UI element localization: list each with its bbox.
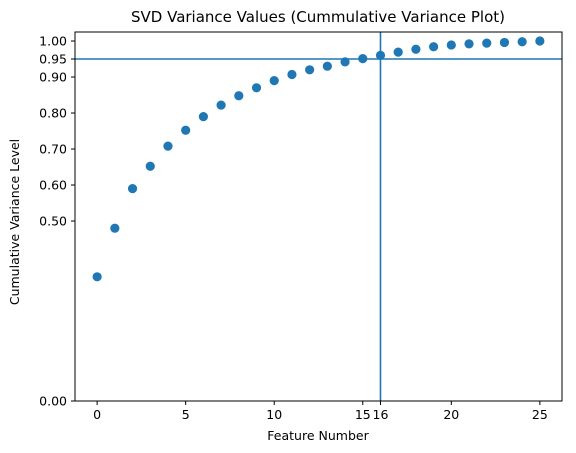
data-point	[92, 272, 102, 282]
y-tick-label: 0.70	[39, 142, 67, 157]
y-axis-label: Cumulative Variance Level	[7, 139, 22, 305]
y-tick-label: 0.90	[39, 70, 67, 85]
data-point	[127, 184, 138, 194]
data-point	[393, 47, 403, 57]
x-tick-label: 5	[182, 407, 190, 422]
data-point	[482, 38, 492, 48]
data-point	[234, 91, 244, 101]
data-point	[216, 100, 226, 110]
data-point	[181, 125, 191, 135]
y-tick-label: 0.50	[39, 214, 67, 229]
x-tick-label: 15	[355, 407, 371, 422]
y-tick-label: 0.80	[39, 106, 67, 121]
x-tick-label: 16	[373, 407, 389, 422]
x-tick-label: 20	[443, 407, 459, 422]
data-point	[251, 83, 262, 93]
chart-title: SVD Variance Values (Cummulative Varianc…	[131, 8, 505, 26]
y-tick-label: 0.60	[39, 178, 67, 193]
y-tick-label: 0.95	[39, 52, 67, 67]
data-point	[517, 37, 527, 47]
data-point	[110, 223, 120, 233]
data-point	[287, 69, 297, 80]
data-point	[163, 141, 173, 151]
plot-area: 0 5 10 15 16 20 25 0.00 0.50 0.60 0.70 0.80 0.90 0.95…	[39, 31, 563, 422]
y-tick-label: 1.00	[39, 34, 67, 49]
data-point	[322, 61, 332, 71]
data-point	[499, 37, 510, 48]
data-point	[535, 36, 545, 46]
x-tick-label: 10	[266, 407, 282, 422]
data-point	[145, 161, 155, 171]
data-point	[198, 112, 208, 122]
plot-frame	[74, 31, 563, 402]
x-tick-label: 0	[93, 407, 101, 422]
x-tick-label: 25	[532, 407, 548, 422]
data-point	[269, 76, 279, 86]
x-axis-label: Feature Number	[267, 428, 369, 443]
data-point	[411, 44, 421, 54]
data-point	[429, 42, 439, 52]
data-point	[464, 39, 474, 49]
y-tick-label: 0.00	[39, 394, 67, 409]
data-point	[446, 40, 456, 50]
data-point	[305, 65, 315, 75]
